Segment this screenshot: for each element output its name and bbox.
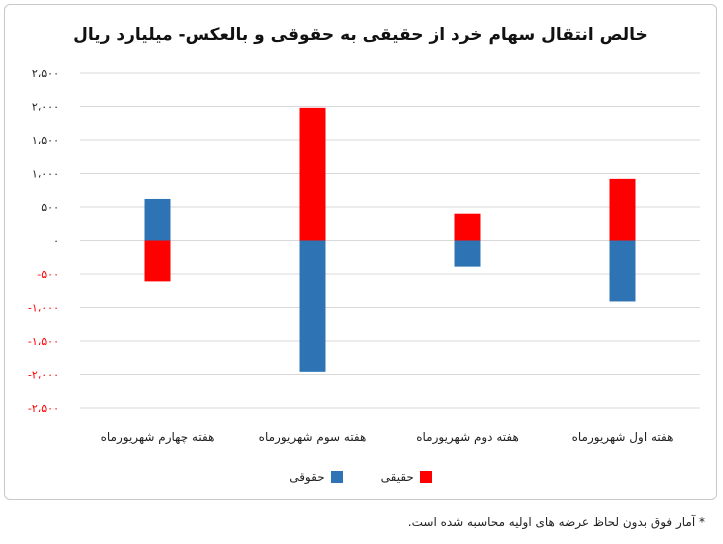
bar-series-1 xyxy=(454,240,481,267)
legend-item-series-0: حقیقی xyxy=(381,470,432,484)
y-tick-label: ۰ xyxy=(53,235,59,248)
legend-swatch-series-0 xyxy=(419,471,432,483)
bar-series-0 xyxy=(454,213,481,241)
bar-series-1 xyxy=(144,198,171,241)
y-tick-label: -۱،۰۰۰ xyxy=(28,302,59,315)
legend-swatch-series-1 xyxy=(330,471,343,483)
x-axis-labels: هفته اول شهریورماه هفته دوم شهریورماه هفته… xyxy=(101,430,674,445)
chart-frame: خالص انتقال سهام خرد از حقیقی به حقوقی و… xyxy=(4,4,717,500)
y-tick-label: ۱،۰۰۰ xyxy=(32,168,59,181)
x-category-label: هفته چهارم شهریورماه xyxy=(101,430,215,445)
footnote: * آمار فوق بدون لحاظ عرضه های اولیه محاس… xyxy=(407,515,705,529)
y-axis-ticks: ۲،۵۰۰ ۲،۰۰۰ ۱،۵۰۰ ۱،۰۰۰ ۵۰۰ ۰ -۵۰۰ -۱،۰۰۰ -۱،۵۰۰… xyxy=(28,67,59,415)
bars xyxy=(144,107,636,372)
bar-series-0 xyxy=(609,178,636,241)
chart-title: خالص انتقال سهام خرد از حقیقی به حقوقی و… xyxy=(73,25,648,45)
legend-label-series-0: حقیقی xyxy=(380,470,414,484)
legend: حقیقی حقوقی xyxy=(5,470,716,484)
chart-plot: ۲،۵۰۰ ۲،۰۰۰ ۱،۵۰۰ ۱،۰۰۰ ۵۰۰ ۰ -۵۰۰ -۱،۰۰۰ -۱،۵۰۰… xyxy=(28,67,700,445)
bar-series-0 xyxy=(144,240,171,282)
y-tick-label: -۵۰۰ xyxy=(37,268,59,281)
y-tick-label: ۲،۵۰۰ xyxy=(32,67,59,80)
y-tick-label: ۵۰۰ xyxy=(41,201,59,214)
x-category-label: هفته اول شهریورماه xyxy=(572,430,674,445)
y-tick-label: -۲،۰۰۰ xyxy=(28,369,59,382)
y-tick-label: ۲،۰۰۰ xyxy=(32,101,59,114)
y-tick-label: ۱،۵۰۰ xyxy=(32,134,59,147)
bar-series-1 xyxy=(609,240,636,302)
legend-item-series-1: حقوقی xyxy=(289,470,343,484)
bar-series-0 xyxy=(299,107,326,241)
x-category-label: هفته دوم شهریورماه xyxy=(416,430,519,445)
y-tick-label: -۱،۵۰۰ xyxy=(28,335,59,348)
x-category-label: هفته سوم شهریورماه xyxy=(259,430,367,445)
y-tick-label: -۲،۵۰۰ xyxy=(28,402,59,415)
legend-label-series-1: حقوقی xyxy=(289,470,325,484)
gridlines xyxy=(80,72,700,409)
bar-series-1 xyxy=(299,240,326,372)
